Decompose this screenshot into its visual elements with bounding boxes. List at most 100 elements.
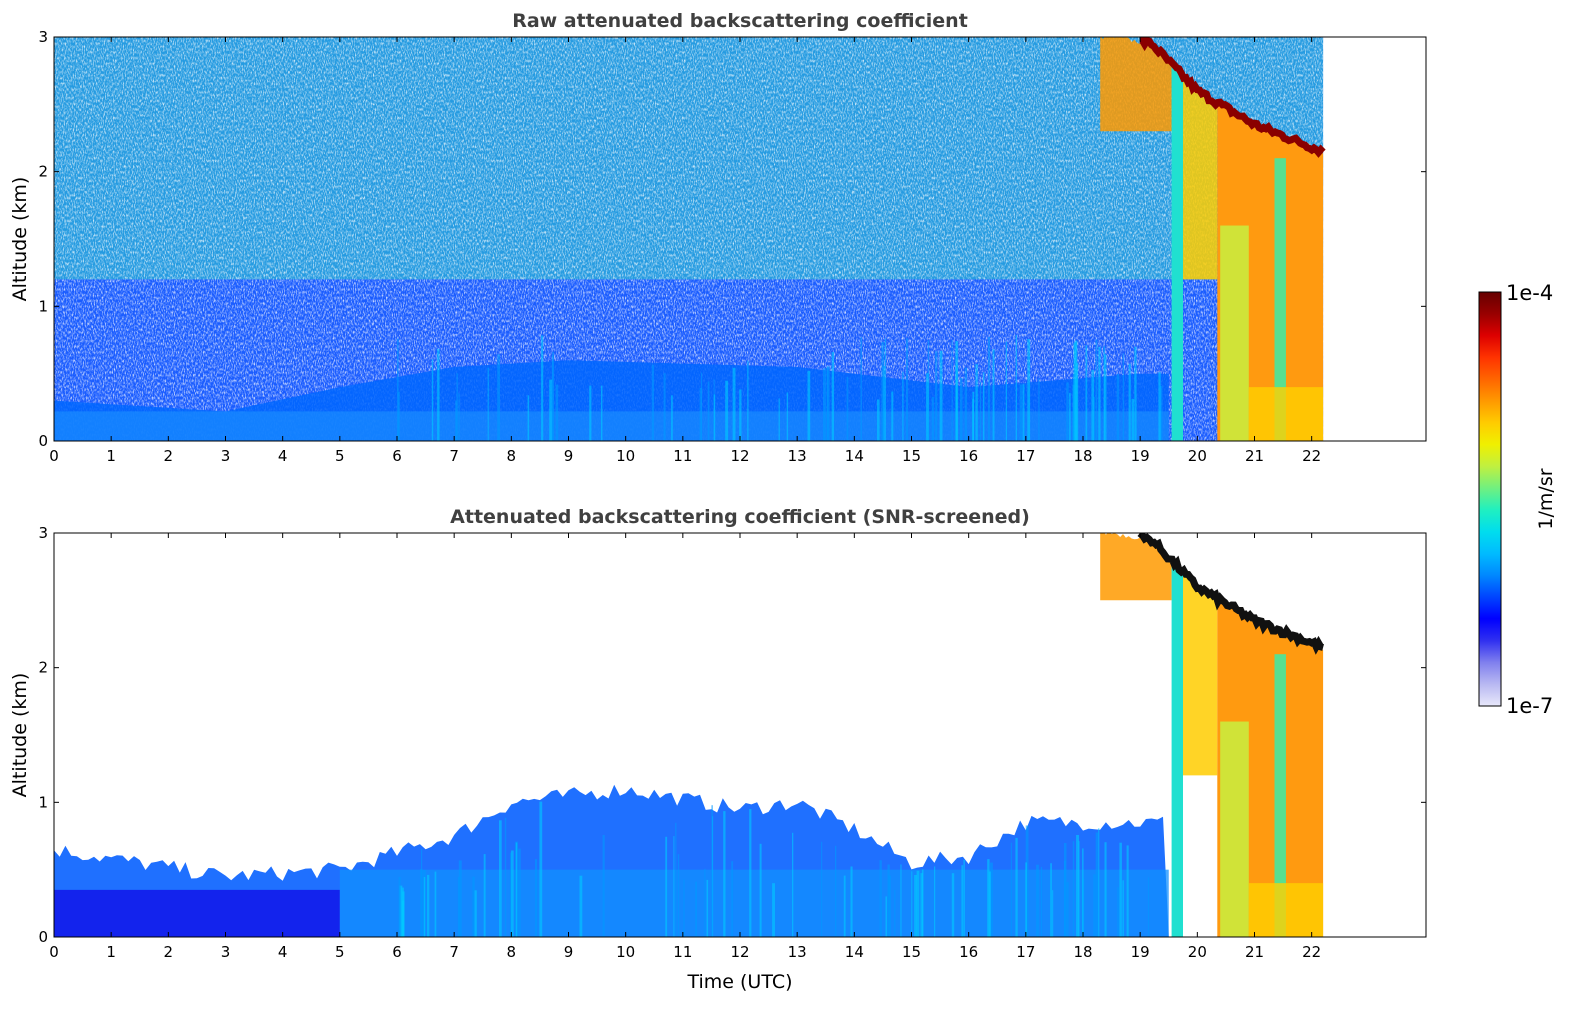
aerosol-streak <box>434 871 437 937</box>
aerosol-streak <box>1015 335 1017 441</box>
x-tick-label: 15 <box>902 447 921 465</box>
cloud-virga <box>1183 570 1218 776</box>
aerosol-streak <box>1126 845 1129 937</box>
aerosol-streak <box>749 809 752 937</box>
y-tick-label: 2 <box>38 163 48 181</box>
aerosol-streak <box>437 348 440 441</box>
aerosol-streak <box>831 352 834 441</box>
boundary-layer-core <box>339 869 1169 937</box>
x-tick-label: 22 <box>1302 447 1321 465</box>
x-tick-label: 12 <box>730 447 749 465</box>
aerosol-streak <box>961 865 964 937</box>
y-tick-label: 0 <box>38 928 48 946</box>
cloud-base-left <box>1100 533 1172 601</box>
y-axis-label-screened: Altitude (km) <box>9 673 31 798</box>
heatmap-screened <box>54 533 1324 937</box>
aerosol-streak <box>723 811 726 937</box>
aerosol-streak <box>472 876 475 937</box>
x-tick-label: 19 <box>1131 943 1150 961</box>
aerosol-streak <box>602 835 605 937</box>
aerosol-streak <box>511 850 514 937</box>
aerosol-streak <box>843 875 846 937</box>
aerosol-streak <box>420 869 423 937</box>
rain-shaft-narrow <box>1274 158 1286 441</box>
aerosol-streak <box>663 373 666 441</box>
aerosol-streak <box>711 805 713 937</box>
aerosol-streak <box>792 832 794 937</box>
aerosol-streak <box>1093 874 1096 937</box>
x-tick-label: 13 <box>788 943 807 961</box>
x-tick-label: 5 <box>335 943 345 961</box>
aerosol-streak <box>987 336 990 441</box>
x-tick-label: 12 <box>730 943 749 961</box>
aerosol-streak <box>675 822 677 937</box>
y-tick-label: 3 <box>38 524 48 542</box>
aerosol-streak <box>827 366 830 441</box>
aerosol-streak <box>1066 882 1069 937</box>
aerosol-streak <box>539 801 543 937</box>
aerosol-streak <box>972 392 975 441</box>
aerosol-streak <box>518 848 521 937</box>
aerosol-streak <box>988 871 991 937</box>
aerosol-streak <box>975 364 978 441</box>
aerosol-streak <box>1098 346 1101 441</box>
aerosol-streak <box>398 877 401 937</box>
x-tick-label: 9 <box>564 447 574 465</box>
aerosol-streak <box>431 359 434 441</box>
rain-near-surface <box>1248 387 1324 441</box>
aerosol-streak <box>1085 345 1088 441</box>
colorbar: 1e-4 1e-7 1/m/sr <box>1478 281 1557 718</box>
aerosol-streak <box>877 399 880 441</box>
aerosol-streak <box>1064 843 1067 937</box>
aerosol-streak <box>884 338 886 441</box>
x-tick-label: 20 <box>1188 943 1207 961</box>
aerosol-streak <box>549 379 553 441</box>
aerosol-streak <box>990 862 993 937</box>
aerosol-streak <box>1104 842 1107 937</box>
x-tick-label: 13 <box>788 447 807 465</box>
x-tick-label: 0 <box>49 447 59 465</box>
colorbar-bar <box>1478 291 1502 707</box>
aerosol-streak <box>673 836 675 937</box>
aerosol-streak <box>732 367 736 441</box>
chart-title-raw: Raw attenuated backscattering coefficien… <box>512 10 968 32</box>
x-tick-label: 19 <box>1131 447 1150 465</box>
aerosol-streak <box>1052 890 1054 937</box>
aerosol-streak <box>1073 342 1077 441</box>
aerosol-streak <box>398 391 400 441</box>
x-tick-label: 11 <box>673 943 692 961</box>
x-tick-label: 16 <box>959 447 978 465</box>
aerosol-streak <box>458 860 462 937</box>
rain-column-1 <box>1171 64 1183 441</box>
aerosol-streak <box>541 335 544 441</box>
aerosol-streak <box>846 377 849 441</box>
aerosol-streak <box>902 371 904 441</box>
aerosol-streak <box>879 860 882 937</box>
aerosol-streak <box>926 373 929 441</box>
boundary-layer-morning <box>54 889 340 937</box>
aerosol-streak <box>935 351 938 441</box>
aerosol-streak <box>497 354 500 441</box>
x-tick-label: 10 <box>616 447 635 465</box>
aerosol-streak <box>931 397 935 441</box>
aerosol-streak <box>1015 837 1018 937</box>
aerosol-streak <box>527 395 530 441</box>
aerosol-streak <box>1117 887 1119 937</box>
aerosol-streak <box>1158 372 1161 441</box>
aerosol-streak <box>1025 862 1027 937</box>
aerosol-streak <box>1038 378 1040 441</box>
aerosol-streak <box>458 393 460 441</box>
aerosol-streak <box>499 820 502 937</box>
aerosol-streak <box>951 340 953 441</box>
x-tick-label: 0 <box>49 943 59 961</box>
aerosol-streak <box>487 367 489 441</box>
aerosol-streak <box>1093 396 1095 441</box>
aerosol-streak <box>1040 866 1043 937</box>
aerosol-streak <box>894 889 896 937</box>
y-tick-label: 2 <box>38 659 48 677</box>
aerosol-streak <box>683 879 685 937</box>
x-tick-label: 22 <box>1302 943 1321 961</box>
aerosol-streak <box>515 842 518 937</box>
aerosol-streak <box>992 349 995 441</box>
x-tick-label: 4 <box>278 943 288 961</box>
